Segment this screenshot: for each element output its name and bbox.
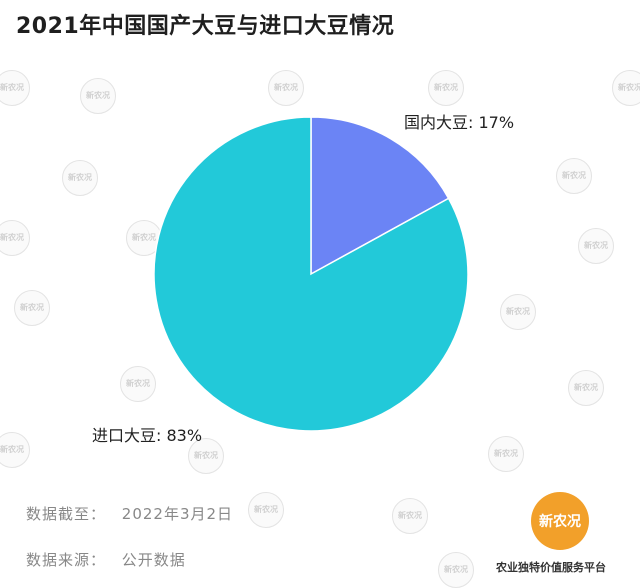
pie-slice-label-2: 进口大豆: 83% [92, 426, 202, 445]
chart-title: 2021年中国国产大豆与进口大豆情况 [16, 14, 395, 39]
footer-date-line: 数据截至： 2022年3月2日 [26, 503, 233, 524]
pie-slice-label-1: 国内大豆: 17% [404, 113, 514, 132]
brand-logo: 新农况 [531, 492, 589, 550]
brand-tagline: 农业独特价值服务平台 [496, 561, 606, 574]
footer-source-label: 数据来源： [26, 551, 107, 569]
pie-slice-1 [310, 116, 450, 276]
footer-date-label: 数据截至： [26, 505, 107, 523]
pie-slice-2 [153, 116, 469, 432]
footer-date-value: 2022年3月2日 [121, 505, 234, 523]
footer-source-line: 数据来源： 公开数据 [26, 549, 186, 570]
footer-source-value: 公开数据 [121, 551, 186, 569]
